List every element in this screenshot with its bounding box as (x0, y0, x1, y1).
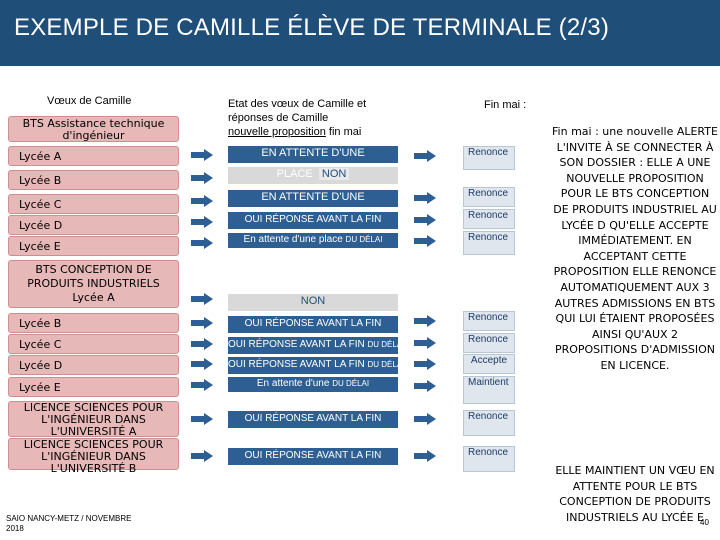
arrow-right-icon (191, 237, 213, 249)
footer: SAIO NANCY-METZ / NOVEMBRE 2018 (6, 514, 132, 534)
voeux-column-header: Vœux de Camille (47, 95, 132, 107)
status-lycee-b-non: NON (318, 168, 350, 180)
status-lycee-e: En attente d'une place DU DÉLAI (228, 233, 398, 248)
arrow-right-icon (414, 358, 436, 370)
fin-mai-column-header: Fin mai : (484, 99, 527, 111)
wish-bts-conception: BTS CONCEPTION DE PRODUITS INDUSTRIELS L… (8, 260, 179, 308)
arrow-right-icon (414, 450, 436, 462)
etat-column-header: Etat des vœux de Camille et réponses de … (228, 97, 388, 139)
status-lycee-c: EN ATTENTE D'UNE (228, 190, 398, 207)
arrow-right-icon (414, 337, 436, 349)
status-conception-lycee-c-text: OUI RÉPONSE AVANT LA FIN (228, 339, 365, 350)
arrow-right-icon (191, 195, 213, 207)
page-number: 40 (700, 518, 709, 527)
wish-conception-lycee-e: Lycée E (8, 377, 179, 397)
wish-lycee-c: Lycée C (8, 194, 179, 214)
status-licence-b: OUI RÉPONSE AVANT LA FIN (228, 448, 398, 465)
title-bar: EXEMPLE DE CAMILLE ÉLÈVE DE TERMINALE (2… (0, 0, 720, 66)
wish-bts-conception-label: BTS CONCEPTION DE PRODUITS INDUSTRIELS (27, 263, 160, 290)
status-lycee-e-delai: DU DÉLAI (345, 235, 383, 244)
arrow-right-icon (414, 315, 436, 327)
etat-header-rest: fin mai (325, 126, 362, 138)
wish-lycee-a: Lycée A (8, 146, 179, 166)
finmai-conception-lycee-c: Renonce (463, 333, 515, 353)
status-conception-lycee-d-delai: DU DÉLAI (367, 360, 399, 369)
maintain-note: ELLE MAINTIENT UN VŒU EN ATTENTE POUR LE… (555, 464, 715, 524)
etat-header-line2: réponses de Camille (228, 112, 329, 124)
status-conception-lycee-c-delai: DU DÉLAI (367, 340, 399, 349)
arrow-right-icon (191, 338, 213, 350)
arrow-right-icon (191, 149, 213, 161)
etat-header-line1: Etat des vœux de Camille et (228, 98, 367, 110)
wish-licence-a: LICENCE SCIENCES POUR L'INGÉNIEUR DANS L… (8, 401, 179, 438)
footer-line1: SAIO NANCY-METZ / NOVEMBRE (6, 514, 132, 523)
page-title: EXEMPLE DE CAMILLE ÉLÈVE DE TERMINALE (2… (14, 14, 610, 41)
wish-conception-lycee-d: Lycée D (8, 355, 179, 375)
etat-header-line3: nouvelle proposition fin mai (228, 125, 388, 139)
wish-conception-lycee-b: Lycée B (8, 313, 179, 333)
arrow-right-icon (191, 172, 213, 184)
arrow-right-icon (191, 293, 213, 305)
finmai-licence-a: Renonce (463, 410, 515, 436)
finmai-lycee-e: Renonce (463, 231, 515, 255)
status-conception-lycee-c: OUI RÉPONSE AVANT LA FIN DU DÉLAI (228, 337, 398, 354)
status-lycee-e-text: En attente d'une place (243, 234, 343, 245)
arrow-right-icon (191, 379, 213, 391)
status-conception-lycee-b: OUI RÉPONSE AVANT LA FIN (228, 316, 398, 333)
wish-conception-lycee-c: Lycée C (8, 334, 179, 354)
finmai-conception-lycee-d: Accepte (463, 354, 515, 374)
status-conception-lycee-e-text: En attente d'une (256, 378, 330, 389)
finmai-lycee-c: Renonce (463, 187, 515, 207)
wish-bts-conception-lycee-a: Lycée A (72, 291, 115, 304)
arrow-right-icon (191, 358, 213, 370)
arrow-right-icon (414, 235, 436, 247)
finmai-conception-lycee-e: Maintient (463, 376, 515, 404)
etat-header-underlined: nouvelle proposition (228, 126, 326, 138)
status-lycee-d: OUI RÉPONSE AVANT LA FIN (228, 212, 398, 229)
wish-bts-assistance: BTS Assistance technique d'ingénieur (8, 116, 179, 142)
status-conception-lycee-d-text: OUI RÉPONSE AVANT LA FIN (228, 359, 365, 370)
arrow-right-icon (414, 214, 436, 226)
status-conception-lycee-d: OUI RÉPONSE AVANT LA FIN DU DÉLAI (228, 357, 398, 374)
wish-lycee-e: Lycée E (8, 236, 179, 256)
explanation-note: Fin mai : une nouvelle ALERTE L'INVITE À… (552, 125, 718, 372)
arrow-right-icon (414, 380, 436, 392)
wish-lycee-b: Lycée B (8, 170, 179, 190)
wish-licence-b: LICENCE SCIENCES POUR L'INGÉNIEUR DANS L… (8, 438, 179, 475)
status-conception-lycee-a: NON (228, 294, 398, 311)
status-conception-lycee-e: En attente d'une DU DÉLAI (228, 377, 398, 392)
arrow-right-icon (191, 450, 213, 462)
finmai-licence-b: Renonce (463, 446, 515, 472)
finmai-lycee-d: Renonce (463, 209, 515, 229)
wish-lycee-d: Lycée D (8, 215, 179, 235)
arrow-right-icon (191, 413, 213, 425)
finmai-lycee-a: Renonce (463, 146, 515, 170)
arrow-right-icon (191, 216, 213, 228)
status-lycee-b: PLACE NON (228, 167, 398, 184)
arrow-right-icon (414, 413, 436, 425)
status-licence-a: OUI RÉPONSE AVANT LA FIN (228, 411, 398, 428)
status-conception-lycee-e-delai: DU DÉLAI (332, 379, 370, 388)
status-lycee-a: EN ATTENTE D'UNE (228, 146, 398, 163)
status-lycee-b-place: PLACE (276, 168, 313, 180)
footer-line2: 2018 (6, 524, 24, 533)
finmai-conception-lycee-b: Renonce (463, 311, 515, 331)
arrow-right-icon (414, 150, 436, 162)
arrow-right-icon (191, 317, 213, 329)
arrow-right-icon (414, 192, 436, 204)
